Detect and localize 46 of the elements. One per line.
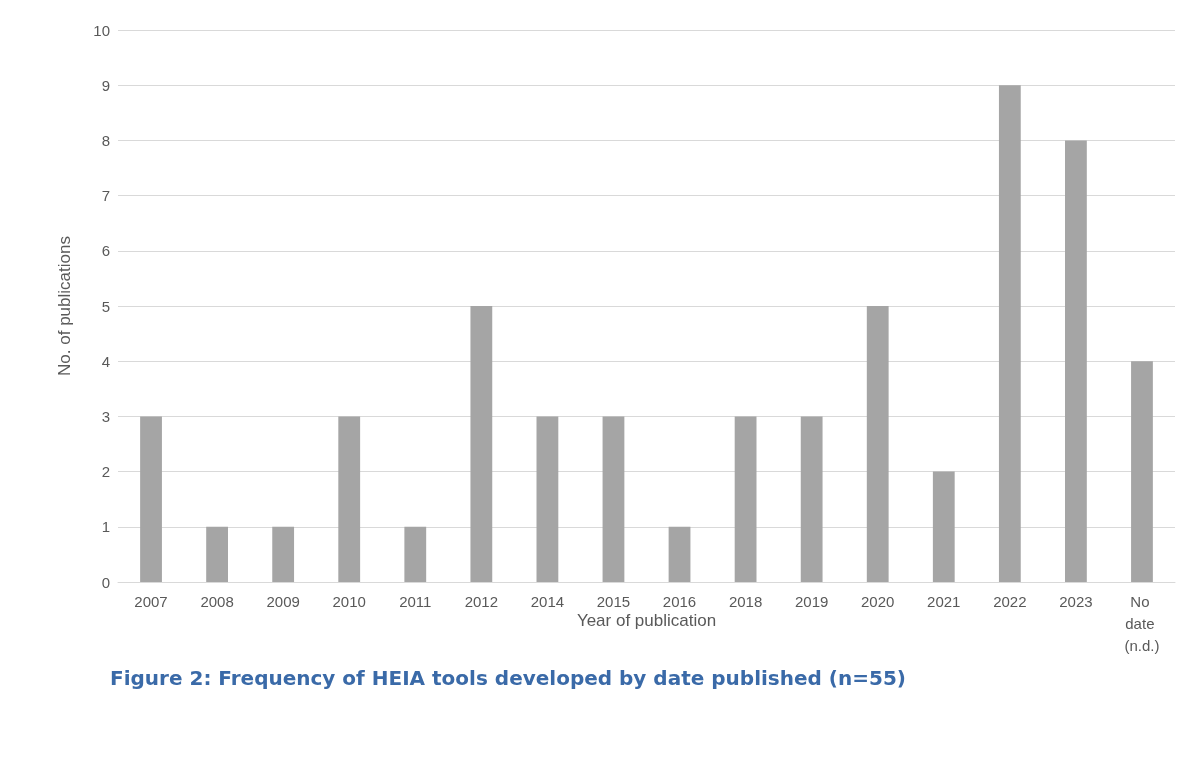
bar (668, 526, 691, 582)
x-tick-label: 2018 (728, 592, 763, 610)
y-tick-label: 3 (101, 407, 110, 425)
y-tick-label: 6 (101, 242, 110, 260)
x-tick-label: 2021 (927, 592, 961, 610)
x-tick-label: 2019 (794, 592, 829, 610)
x-tick-label: 2023 (1059, 592, 1093, 610)
y-tick-label: 8 (101, 131, 110, 149)
x-axis-title: Year of publication (576, 611, 717, 630)
x-tick-label: 2010 (332, 592, 366, 610)
bar (800, 416, 823, 582)
x-tick-label: 2015 (596, 592, 631, 610)
bar (536, 416, 559, 582)
bar (140, 416, 162, 582)
x-tick-label: 2011 (399, 592, 432, 610)
y-tick-label: 9 (101, 76, 110, 94)
x-tick-label: 2014 (530, 592, 565, 610)
x-tick-label: 2012 (464, 592, 499, 610)
bar (734, 416, 757, 582)
bar (272, 526, 295, 582)
bar (1131, 361, 1153, 582)
x-tick-label: 2007 (134, 592, 168, 610)
y-tick-label: 10 (93, 21, 110, 39)
x-tick-label: 2009 (266, 592, 300, 610)
bar (338, 416, 361, 582)
bar (998, 85, 1021, 582)
bar (866, 306, 889, 582)
bar (932, 471, 955, 582)
y-tick-label: 5 (101, 297, 110, 315)
x-tick-label: 2020 (861, 592, 895, 610)
x-tick-label: 2008 (200, 592, 234, 610)
bar (206, 526, 228, 582)
text: Figure 2: Frequency of HEIA tools developed by date published (n=55) (110, 666, 906, 690)
x-tick-label: No date (n.d.) (1124, 592, 1160, 654)
bar (404, 526, 427, 582)
bar (602, 416, 625, 582)
y-tick-label: 2 (101, 463, 110, 481)
x-tick-label: 2022 (993, 592, 1027, 610)
y-axis-title: No. of publications (55, 236, 74, 376)
y-tick-label: 0 (101, 573, 110, 591)
y-tick-label: 1 (101, 518, 110, 536)
x-tick-label: 2016 (662, 592, 697, 610)
y-tick-label: 7 (101, 187, 110, 205)
bar (1065, 140, 1087, 582)
y-tick-label: 4 (101, 352, 110, 370)
bar (470, 306, 493, 582)
